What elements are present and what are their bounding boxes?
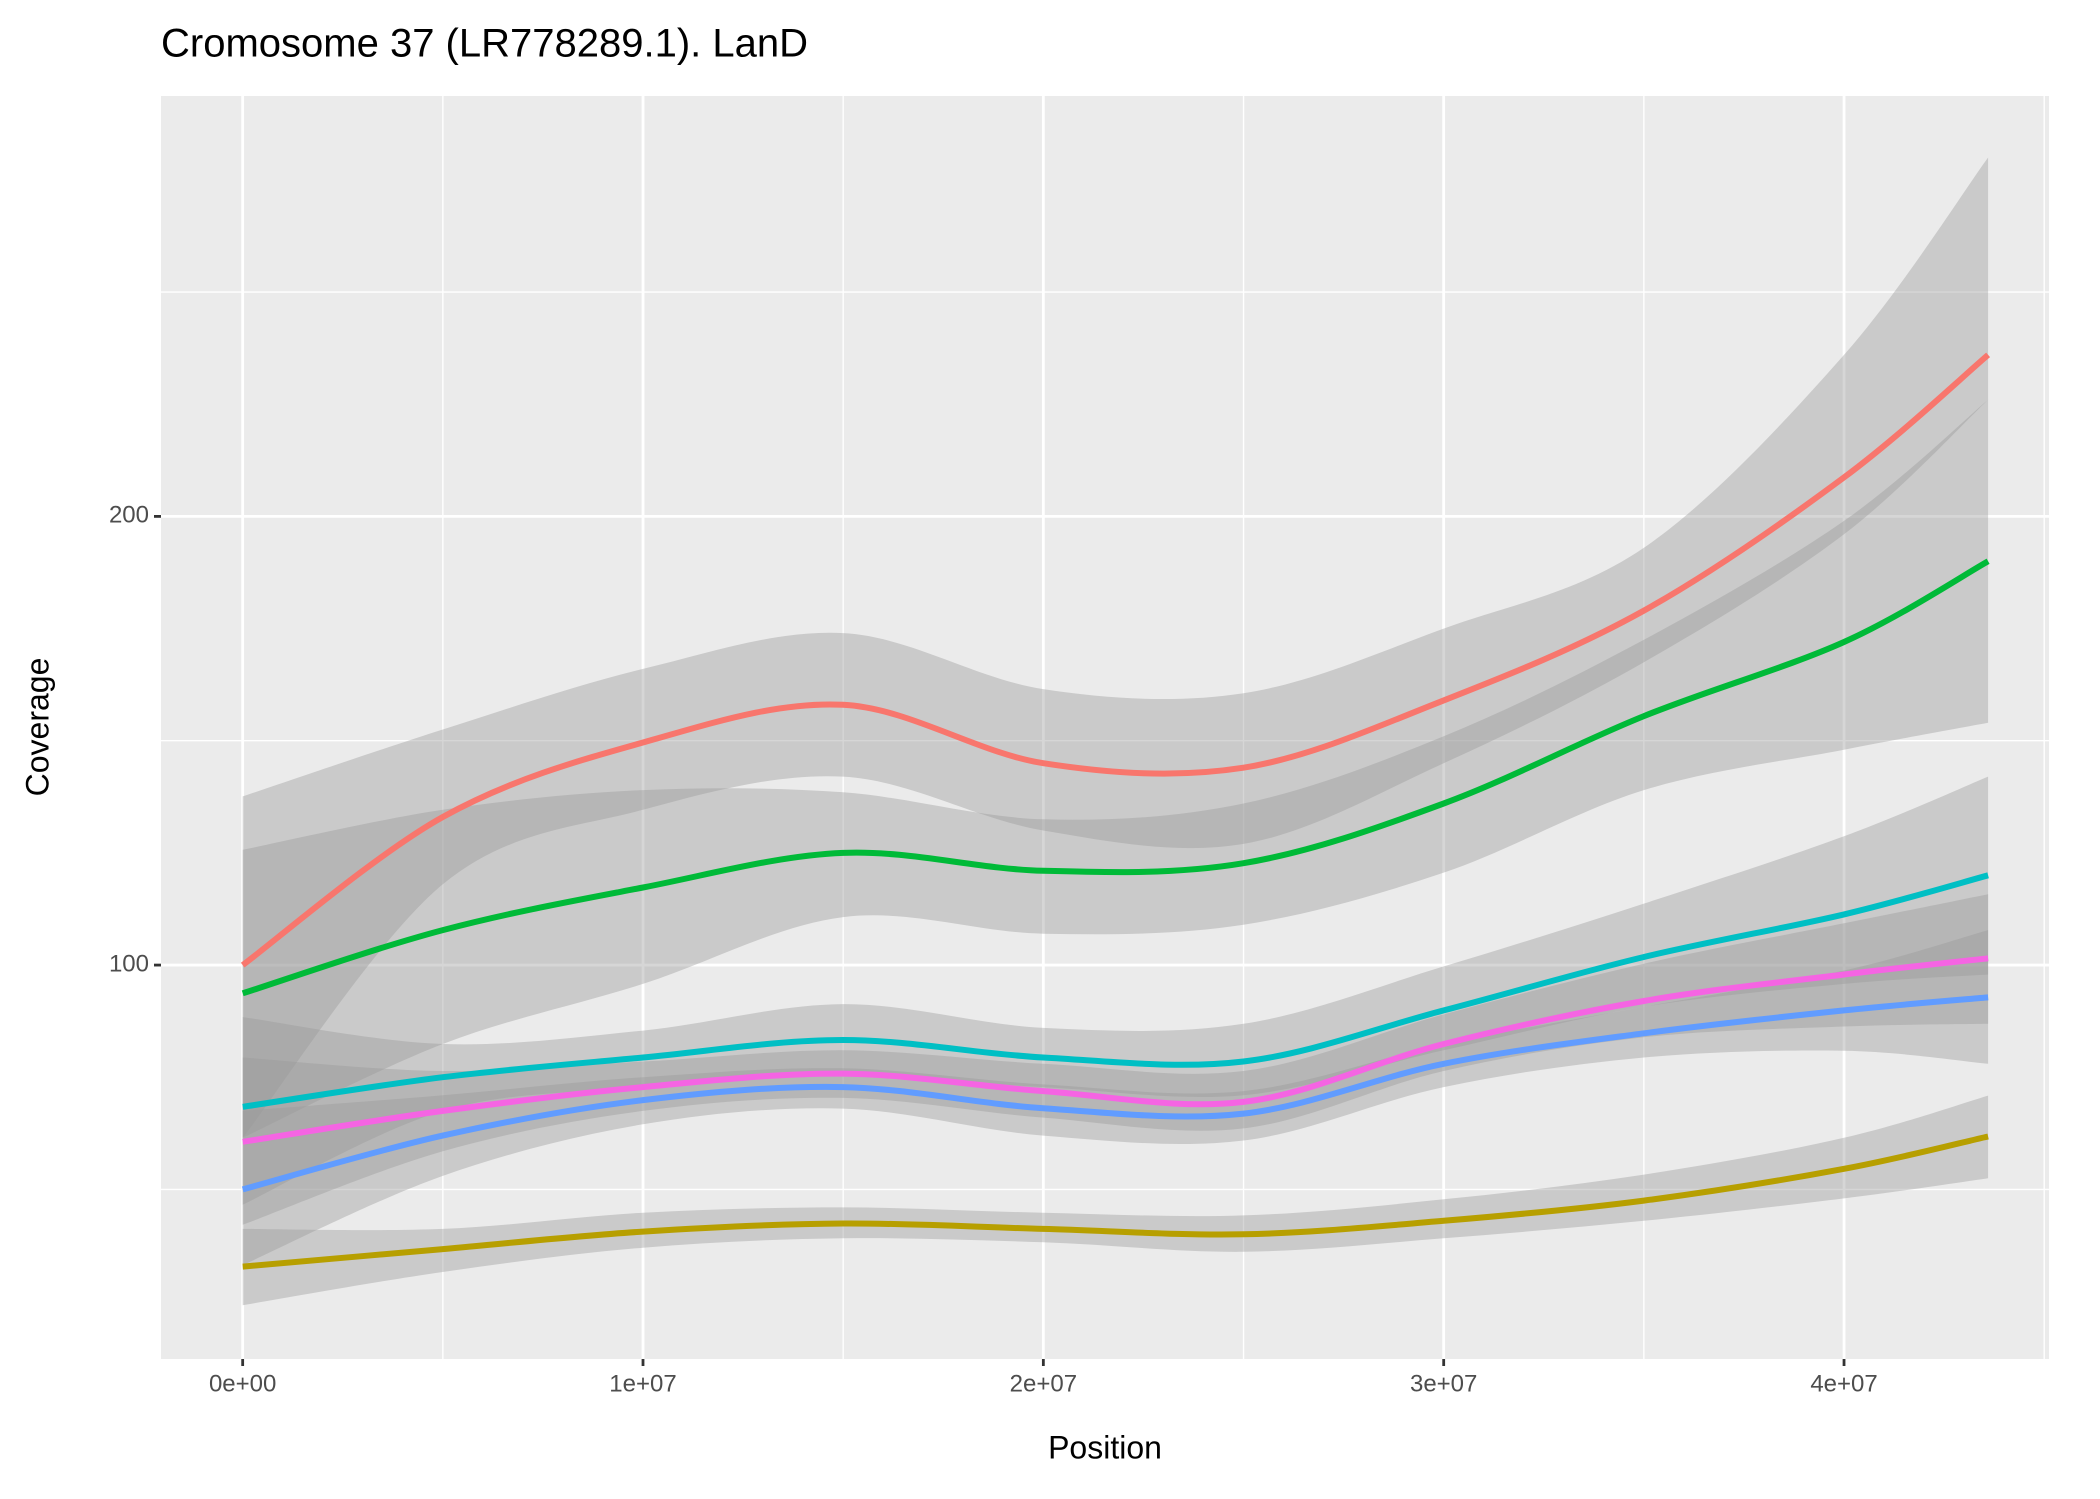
series-line: [241, 994, 1989, 1193]
x-tick-label: 1e+07: [609, 1370, 676, 1397]
x-tick-label: 3e+07: [1410, 1370, 1477, 1397]
x-tick-label: 2e+07: [1010, 1370, 1077, 1397]
series-line: [242, 955, 1989, 1145]
series-line: [242, 872, 1989, 1110]
y-tick-label: 100: [109, 950, 149, 977]
plot-panel: [161, 96, 2049, 1359]
series-line: [240, 352, 1991, 968]
x-axis-title: Position: [1048, 1429, 1162, 1465]
confidence-band: [242, 399, 1989, 1138]
chart-title: Cromosome 37 (LR778289.1). LanD: [161, 22, 808, 66]
x-tick-label: 4e+07: [1810, 1370, 1877, 1397]
lines: [240, 352, 1991, 1270]
confidence-band: [242, 157, 1989, 1138]
x-tick-label: 0e+00: [209, 1370, 276, 1397]
y-tick-label: 200: [109, 502, 149, 529]
series-line: [241, 558, 1990, 997]
y-axis-title: Coverage: [19, 658, 55, 797]
confidence-band: [242, 776, 1989, 1205]
series-line: [242, 1133, 1989, 1270]
